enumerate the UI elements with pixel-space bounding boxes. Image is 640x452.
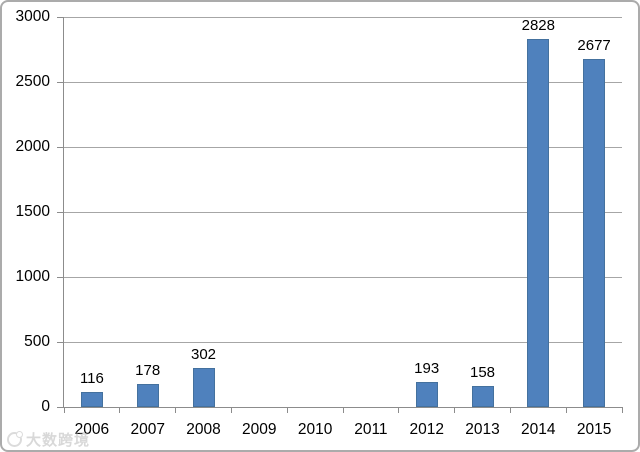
gridline-2500: [64, 81, 622, 83]
x-axis-tick: [565, 407, 567, 413]
y-tick-label: 500: [24, 333, 50, 350]
bar-value-label-2006: 116: [79, 369, 104, 387]
watermark-logo-icon: [7, 431, 23, 447]
bar-2015: [583, 58, 606, 407]
bar-value-label-2007: 178: [135, 361, 161, 379]
x-axis-tick: [230, 407, 232, 413]
y-axis-tick: [57, 81, 63, 83]
y-tick-label: 2000: [15, 138, 50, 155]
bar-value-label-2012: 193: [414, 359, 440, 377]
x-axis-tick: [342, 407, 344, 413]
x-axis-tick: [175, 407, 177, 413]
y-axis-tick: [57, 406, 63, 408]
y-axis-tick: [57, 146, 63, 148]
x-axis-tick: [509, 407, 511, 413]
x-category-label-2007: 2007: [130, 421, 165, 438]
x-category-label-2011: 2011: [354, 421, 388, 438]
x-axis-tick: [454, 407, 456, 413]
x-category-label-2010: 2010: [297, 421, 333, 438]
x-category-label-2014: 2014: [521, 421, 556, 438]
gridline-1500: [64, 211, 622, 213]
y-tick-label: 1500: [15, 203, 50, 220]
plot-area: 116 2006 178 2007 302 2008 2009 2010 2011 193 2012…: [57, 16, 623, 438]
x-axis-tick: [63, 407, 65, 413]
x-axis-tick: [286, 407, 288, 413]
bar-value-label-2014: 2828: [521, 17, 555, 35]
gridline-500: [64, 341, 622, 343]
x-axis-tick: [398, 407, 400, 413]
bar-value-label-2015: 2677: [577, 36, 611, 54]
bar-2007: [136, 383, 159, 407]
y-axis-tick: [57, 16, 63, 18]
x-category-label-2009: 2009: [242, 421, 277, 438]
y-tick-label: 2500: [15, 73, 50, 90]
x-axis-tick: [621, 407, 623, 413]
gridline-2000: [64, 146, 622, 148]
x-category-label-2015: 2015: [576, 421, 612, 438]
y-axis-line: [63, 17, 64, 407]
gridline-3000: [64, 16, 622, 18]
bar-value-label-2013: 158: [469, 364, 496, 382]
x-category-label-2013: 2013: [465, 421, 500, 438]
bar-2008: [192, 367, 215, 407]
bar-2012: [415, 381, 438, 407]
bar-value-label-2008: 302: [190, 345, 217, 363]
y-axis-tick: [57, 341, 63, 343]
y-tick-label: 0: [41, 398, 50, 415]
x-axis-tick: [119, 407, 121, 413]
y-axis-tick: [57, 276, 63, 278]
x-category-label-2012: 2012: [409, 421, 444, 438]
x-category-label-2008: 2008: [186, 421, 221, 438]
bar-2013: [471, 386, 494, 407]
x-category-label-2006: 2006: [74, 421, 110, 438]
y-tick-label: 1000: [15, 268, 50, 285]
gridline-1000: [64, 276, 622, 278]
y-axis-tick: [57, 211, 63, 213]
y-tick-label: 3000: [15, 8, 50, 25]
bar-2014: [527, 39, 550, 407]
bar-2006: [80, 391, 103, 407]
